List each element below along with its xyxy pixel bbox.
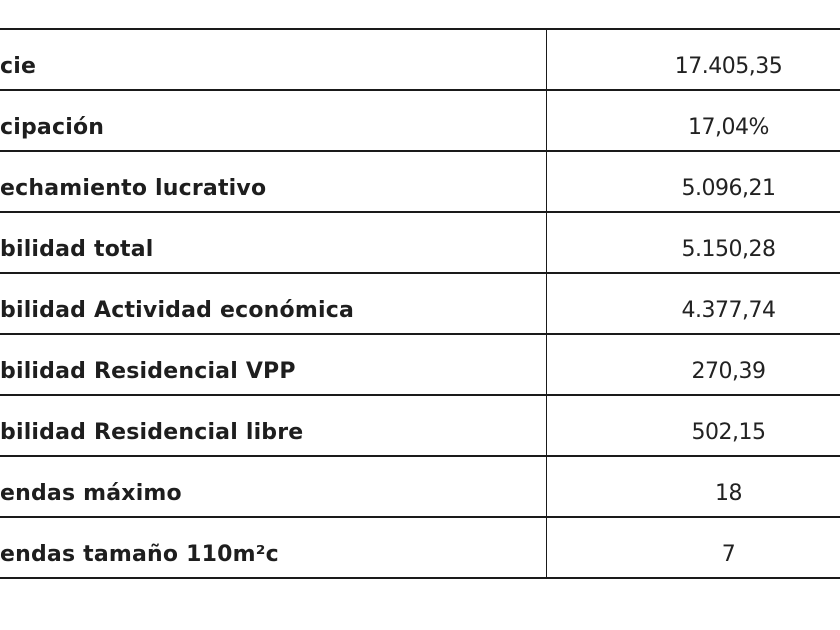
table-row: endas tamaño 110m²c 7	[0, 518, 840, 579]
table-row: bilidad Residencial libre 502,15	[0, 396, 840, 457]
row-value: 5.150,28	[681, 237, 776, 262]
row-value: 18	[715, 481, 743, 506]
table-row: bilidad Residencial VPP 270,39	[0, 335, 840, 396]
row-label: bilidad Actividad económica	[0, 274, 547, 333]
row-label: cie	[0, 30, 547, 89]
row-value: 7	[721, 542, 736, 567]
table-row: bilidad total 5.150,28	[0, 213, 840, 274]
row-value: 502,15	[691, 420, 766, 445]
row-value: 17.405,35	[674, 54, 783, 79]
row-label: echamiento lucrativo	[0, 152, 547, 211]
table-row: bilidad Actividad económica 4.377,74	[0, 274, 840, 335]
row-value: 5.096,21	[681, 176, 776, 201]
table-row: cipación 17,04%	[0, 91, 840, 152]
row-value: 270,39	[691, 359, 766, 384]
row-label: bilidad Residencial libre	[0, 396, 547, 455]
row-label: cipación	[0, 91, 547, 150]
table-row: echamiento lucrativo 5.096,21	[0, 152, 840, 213]
row-label: bilidad Residencial VPP	[0, 335, 547, 394]
table-row: endas máximo 18	[0, 457, 840, 518]
row-label: endas tamaño 110m²c	[0, 518, 547, 577]
row-value: 17,04%	[688, 115, 769, 140]
row-label: endas máximo	[0, 457, 547, 516]
row-value: 4.377,74	[681, 298, 776, 323]
data-table: cie 17.405,35 cipación 17,04% echamiento l…	[0, 28, 840, 579]
table-row: cie 17.405,35	[0, 30, 840, 91]
row-label: bilidad total	[0, 213, 547, 272]
